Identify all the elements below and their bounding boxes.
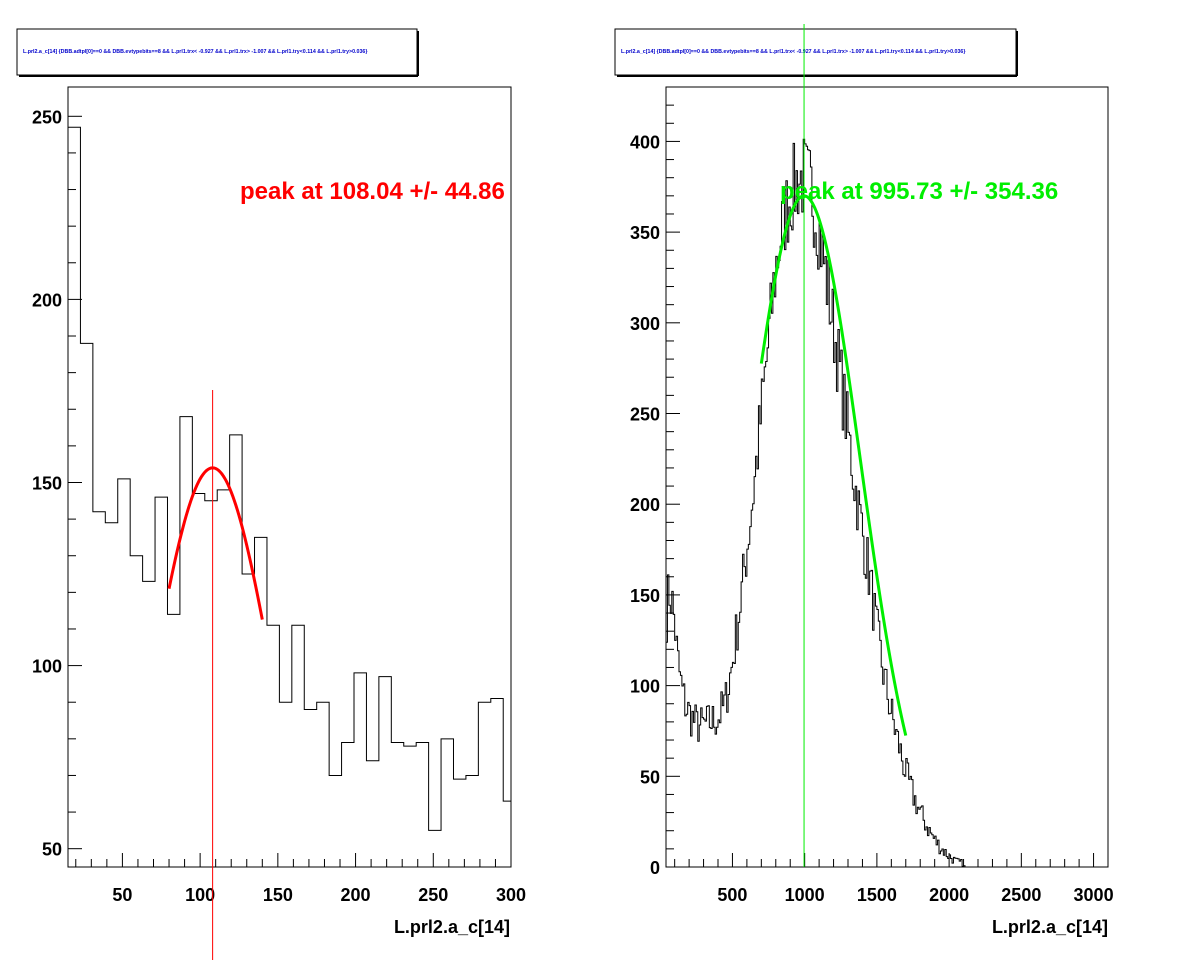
right-histogram-line <box>666 138 966 867</box>
right-ticks <box>666 86 1109 868</box>
left-tick-labels: 50 100 150 200 250 300 50 100 150 200 250 <box>32 107 526 905</box>
y-tick-label: 50 <box>42 840 62 860</box>
left-fit-curve <box>167 466 264 620</box>
left-title-text: L.prl2.a_c[14] {DBB.adtpl[0]==0 && DBB.e… <box>23 49 367 55</box>
right-histogram-pad: L.prl2.a_c[14] {DBB.adtpl[0]==0 && DBB.e… <box>614 24 1114 937</box>
y-tick-label: 200 <box>32 290 62 310</box>
x-tick-label: 1000 <box>785 885 825 905</box>
x-tick-label: 1500 <box>857 885 897 905</box>
right-frame <box>665 86 1109 868</box>
right-fit-curve <box>759 194 908 736</box>
y-tick-label: 150 <box>32 473 62 493</box>
y-tick-label: 100 <box>630 677 660 697</box>
left-histogram-line <box>68 126 511 831</box>
left-ticks <box>68 115 512 867</box>
x-tick-label: 150 <box>263 885 293 905</box>
left-frame <box>67 86 512 868</box>
right-peak-label: peak at 995.73 +/- 354.36 <box>780 178 1058 205</box>
right-tick-labels: 500 1000 1500 2000 2500 3000 0 50 100 150 200 250 30… <box>630 132 1114 905</box>
x-tick-label: 200 <box>341 885 371 905</box>
right-title-box <box>614 28 1017 76</box>
y-tick-label: 200 <box>630 495 660 515</box>
y-tick-label: 250 <box>630 405 660 425</box>
x-tick-label: 100 <box>185 885 215 905</box>
y-tick-label: 100 <box>32 657 62 677</box>
y-tick-label: 250 <box>32 107 62 127</box>
x-tick-label: 3000 <box>1074 885 1114 905</box>
x-tick-label: 300 <box>496 885 526 905</box>
x-tick-label: 500 <box>717 885 747 905</box>
y-tick-label: 300 <box>630 314 660 334</box>
x-tick-label: 50 <box>112 885 132 905</box>
y-tick-label: 150 <box>630 586 660 606</box>
x-tick-label: 250 <box>418 885 448 905</box>
right-title-text: L.prl2.a_c[14] {DBB.adtpl[0]==0 && DBB.e… <box>621 49 965 55</box>
y-tick-label: 50 <box>640 767 660 787</box>
y-tick-label: 0 <box>650 858 660 878</box>
left-x-axis-title: L.prl2.a_c[14] <box>394 917 510 937</box>
right-x-axis-title: L.prl2.a_c[14] <box>992 917 1108 937</box>
y-tick-label: 400 <box>630 132 660 152</box>
left-title-box <box>16 28 418 76</box>
y-tick-label: 350 <box>630 223 660 243</box>
x-tick-label: 2500 <box>1001 885 1041 905</box>
left-peak-label: peak at 108.04 +/- 44.86 <box>240 178 505 205</box>
x-tick-label: 2000 <box>929 885 969 905</box>
left-histogram-pad: L.prl2.a_c[14] {DBB.adtpl[0]==0 && DBB.e… <box>16 28 526 960</box>
